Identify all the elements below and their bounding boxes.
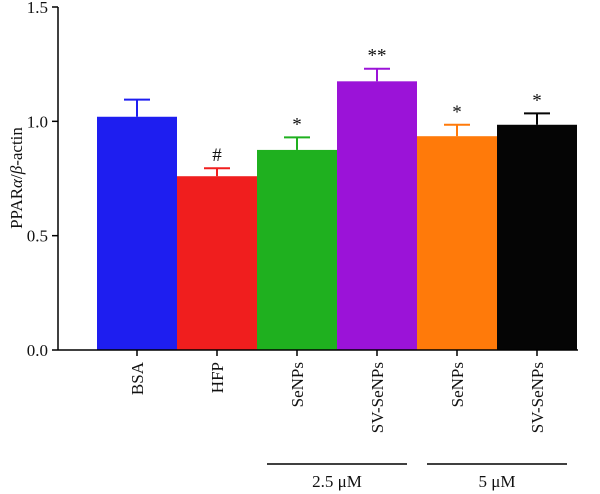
group-label: 5 μM (479, 472, 516, 491)
x-tick-label: SV-SeNPs (528, 362, 547, 433)
x-tick-label: SeNPs (448, 362, 467, 407)
x-tick-label: SV-SeNPs (368, 362, 387, 433)
x-tick-label: HFP (208, 362, 227, 393)
bar (417, 136, 497, 350)
y-tick-label: 1.0 (27, 112, 48, 131)
bar (337, 81, 417, 351)
bar (97, 116, 177, 350)
bar (497, 124, 577, 350)
bar (257, 149, 337, 350)
x-tick-label: BSA (128, 361, 147, 395)
y-tick-label: 1.5 (27, 0, 48, 17)
significance-marker: ** (368, 46, 387, 67)
significance-marker: * (452, 102, 462, 123)
y-tick-label: 0.0 (27, 341, 48, 360)
significance-marker: * (532, 90, 542, 111)
x-tick-label: SeNPs (288, 362, 307, 407)
y-axis-label: PPARα/β-actin (7, 127, 26, 229)
significance-marker: # (212, 145, 222, 166)
group-label: 2.5 μM (312, 472, 362, 491)
y-tick-label: 0.5 (27, 227, 48, 246)
bar (177, 176, 257, 350)
significance-marker: * (292, 114, 302, 135)
